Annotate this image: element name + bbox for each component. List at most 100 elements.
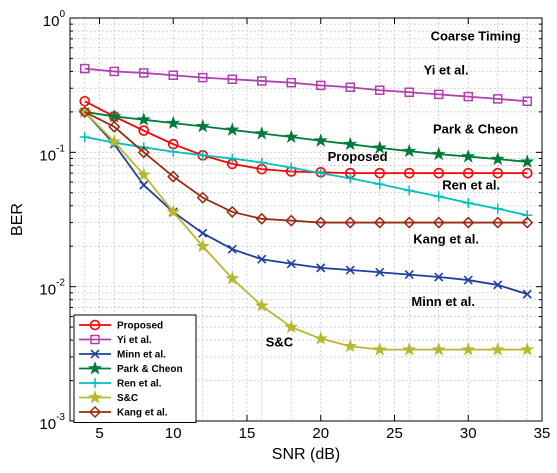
data-point xyxy=(344,216,357,229)
data-point xyxy=(521,167,533,179)
data-point xyxy=(108,120,121,133)
data-point xyxy=(345,265,355,275)
data-point xyxy=(195,238,210,253)
data-point xyxy=(255,212,268,225)
axes-frame xyxy=(69,17,543,422)
data-point xyxy=(522,96,532,107)
data-point xyxy=(522,289,532,299)
legend-item: S&C xyxy=(79,390,138,404)
annotation-proposed: Proposed xyxy=(328,149,388,164)
legend-marker xyxy=(88,405,102,419)
data-point xyxy=(257,254,267,264)
y-tick-label: 10-3 xyxy=(39,412,65,433)
series-line xyxy=(84,111,528,351)
data-point xyxy=(431,342,446,356)
data-point xyxy=(374,179,385,190)
data-point xyxy=(492,203,503,214)
data-point xyxy=(521,216,534,229)
legend-marker xyxy=(90,334,100,345)
legend-item: Minn et al. xyxy=(79,349,166,361)
data-point xyxy=(166,204,181,218)
data-point xyxy=(139,68,149,78)
x-tick-label: 15 xyxy=(239,425,256,442)
data-point xyxy=(374,167,386,179)
data-point xyxy=(107,109,122,123)
legend: Proposed Yi et al. Minn et al. Park & Cheon… xyxy=(73,314,197,423)
series-kang-et-al xyxy=(78,105,534,229)
legend-label: Kang et al. xyxy=(117,408,168,419)
data-point xyxy=(196,191,209,204)
data-point xyxy=(461,342,476,356)
legend-item: Yi et al. xyxy=(79,334,152,346)
data-point xyxy=(345,82,355,93)
data-point xyxy=(434,272,444,282)
series-line xyxy=(84,67,528,103)
data-point xyxy=(109,66,119,77)
data-point xyxy=(345,173,356,184)
data-point xyxy=(373,216,386,229)
legend-item: Park & Cheon xyxy=(79,361,183,375)
data-point xyxy=(107,134,122,148)
annotation-yi-et-al: Yi et al. xyxy=(424,62,469,77)
data-point xyxy=(520,154,535,168)
x-tick-label: 25 xyxy=(386,425,403,442)
y-axis: 100 10-1 10-2 10-3 xyxy=(39,9,542,433)
y-axis-label: BER xyxy=(9,203,26,236)
data-point xyxy=(433,167,445,179)
data-point xyxy=(284,129,299,144)
data-point xyxy=(138,125,150,136)
data-point xyxy=(463,197,474,208)
y-tick-label: 100 xyxy=(43,9,66,30)
data-point xyxy=(254,126,269,140)
data-point xyxy=(402,342,417,356)
x-tick-label: 35 xyxy=(534,425,551,442)
data-point xyxy=(80,63,90,74)
data-point xyxy=(372,342,387,356)
data-point xyxy=(285,214,298,227)
data-point xyxy=(316,80,326,91)
data-point xyxy=(197,150,208,161)
data-point xyxy=(198,228,208,238)
legend-item: Ren et al. xyxy=(79,378,162,390)
series-line xyxy=(84,100,528,175)
data-point xyxy=(491,216,504,229)
data-point xyxy=(286,259,296,269)
data-point xyxy=(168,146,179,157)
data-point xyxy=(227,244,237,254)
series-line xyxy=(84,111,528,295)
data-point xyxy=(404,270,414,280)
data-point xyxy=(462,167,474,179)
data-point xyxy=(167,170,180,183)
data-point xyxy=(286,162,297,173)
annotation-ren-et-al: Ren et al. xyxy=(442,177,500,192)
x-tick-label: 20 xyxy=(312,425,329,442)
data-point xyxy=(375,85,385,95)
data-point xyxy=(520,342,535,356)
data-point xyxy=(372,140,387,154)
data-point xyxy=(314,216,327,229)
x-tick-label: 10 xyxy=(165,425,182,442)
legend-item: Proposed xyxy=(79,319,163,332)
legend-marker xyxy=(89,319,101,331)
legend-marker xyxy=(90,349,100,359)
legend-label: Ren et al. xyxy=(117,379,162,390)
data-point xyxy=(462,216,475,229)
data-point xyxy=(225,122,240,136)
legend-marker xyxy=(87,361,103,375)
data-point xyxy=(434,89,444,100)
data-point xyxy=(195,118,210,133)
annotation-coarse-timing: Coarse Timing xyxy=(431,28,521,43)
data-point xyxy=(316,263,326,273)
data-point xyxy=(343,136,358,151)
data-point xyxy=(166,115,181,130)
data-point xyxy=(492,167,504,179)
data-point xyxy=(254,298,269,312)
legend-label: Proposed xyxy=(117,321,163,332)
annotation-kang-et-al: Kang et al. xyxy=(413,231,479,246)
data-point xyxy=(78,105,91,118)
legend-marker xyxy=(90,378,100,388)
data-point xyxy=(315,168,326,179)
data-point xyxy=(403,167,415,179)
data-point xyxy=(137,146,150,159)
